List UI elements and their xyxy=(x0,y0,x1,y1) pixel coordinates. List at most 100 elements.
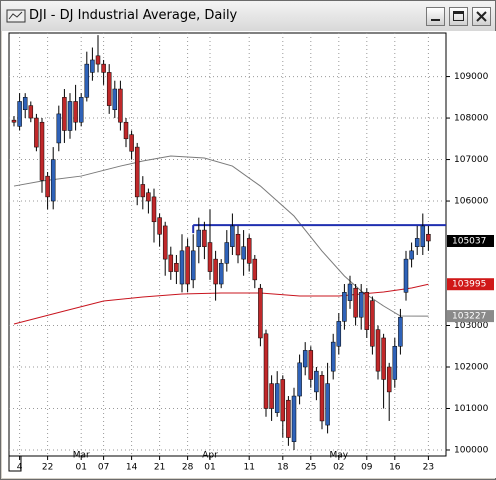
candle-body xyxy=(50,159,56,202)
candle-body xyxy=(302,350,308,368)
x-tick-label: 16 xyxy=(389,463,401,473)
candle-body xyxy=(392,346,398,380)
price-label: 103227 xyxy=(452,312,486,322)
candle-body xyxy=(347,283,353,301)
x-tick-label: 22 xyxy=(42,463,53,473)
candle-body xyxy=(364,292,370,330)
candle-body xyxy=(235,233,241,256)
candle-body xyxy=(174,263,179,272)
candle-body xyxy=(330,341,336,372)
price-label: 105037 xyxy=(452,236,486,246)
candle-body xyxy=(207,242,213,272)
candle-body xyxy=(157,217,162,235)
candle-body xyxy=(118,88,123,123)
candle-body xyxy=(263,333,269,409)
candle-body xyxy=(314,370,319,393)
candle-body xyxy=(403,258,409,293)
price-label-box xyxy=(447,310,494,323)
candle-body xyxy=(291,395,297,442)
month-label: Mar xyxy=(73,451,90,461)
maximize-button[interactable] xyxy=(449,7,468,26)
candle-body xyxy=(358,292,364,318)
candle-body xyxy=(274,383,280,413)
candle-body xyxy=(101,63,106,73)
candle-body xyxy=(39,121,45,181)
candle-body xyxy=(28,105,34,119)
y-tick-label: 107000 xyxy=(454,155,489,165)
month-label: May xyxy=(329,451,348,461)
candle-body xyxy=(258,287,263,339)
y-tick-label: 100000 xyxy=(454,445,489,455)
candle-body xyxy=(224,242,230,264)
x-tick-label: 14 xyxy=(126,463,138,473)
moving-average xyxy=(13,283,429,325)
candle-body xyxy=(168,254,174,272)
x-tick-label: 07 xyxy=(98,463,109,473)
x-tick-label: 28 xyxy=(182,463,194,473)
candle-body xyxy=(112,88,118,111)
candle-body xyxy=(146,192,151,202)
y-tick-label: 103000 xyxy=(454,321,489,331)
candle-body xyxy=(196,229,202,247)
candle-body xyxy=(230,225,235,247)
x-tick-label: 11 xyxy=(243,463,254,473)
scroll-marker[interactable] xyxy=(8,455,22,472)
y-tick-label: 101000 xyxy=(454,404,489,414)
candle-body xyxy=(241,246,246,260)
y-tick-label: 106000 xyxy=(454,197,489,207)
candle-body xyxy=(202,229,207,247)
price-label-box xyxy=(447,278,494,291)
candle-body xyxy=(375,329,381,372)
x-tick-label: 21 xyxy=(154,463,165,473)
candle-body xyxy=(129,134,134,152)
minimize-button[interactable] xyxy=(426,7,445,26)
chart: 100000 101000 102000 103000 106000 107000 1080… xyxy=(2,31,496,478)
candle-body xyxy=(45,175,50,198)
price-label: 103995 xyxy=(452,280,486,290)
candle-body xyxy=(78,97,84,123)
month-label: Apr xyxy=(202,451,218,461)
candle-body xyxy=(123,121,129,140)
price-label-box xyxy=(447,234,494,247)
candle-body xyxy=(297,362,302,397)
candle-body xyxy=(140,184,146,198)
candle-body xyxy=(414,238,420,247)
candle-body xyxy=(252,258,258,281)
candle-body xyxy=(185,246,190,285)
candle-body xyxy=(134,146,140,198)
x-tick-label: 09 xyxy=(361,463,373,473)
candle-body xyxy=(280,379,286,422)
candle-body xyxy=(67,101,73,131)
candle-body xyxy=(84,63,90,98)
candle-body xyxy=(73,101,78,123)
close-button[interactable] xyxy=(472,7,491,26)
candle-body xyxy=(398,316,403,347)
candle-body xyxy=(218,263,224,285)
candle-body xyxy=(11,119,17,123)
candle-body xyxy=(342,292,347,322)
title-bar: DJI - DJ Industrial Average, Daily xyxy=(1,1,495,31)
candle-body xyxy=(62,97,67,131)
candle-body xyxy=(426,233,431,242)
candle-body xyxy=(269,383,274,409)
y-tick-label: 102000 xyxy=(454,363,489,373)
candle-body xyxy=(286,399,291,438)
window-title: DJI - DJ Industrial Average, Daily xyxy=(29,8,238,23)
candle-body xyxy=(336,321,342,347)
x-tick-label: 18 xyxy=(277,463,289,473)
candle-body xyxy=(381,337,386,380)
app-icon xyxy=(6,9,26,23)
x-tick-label: 23 xyxy=(423,463,434,473)
candle-body xyxy=(22,97,28,111)
candle-body xyxy=(179,250,185,285)
x-tick-label: 01 xyxy=(75,463,86,473)
x-tick-label: 01 xyxy=(204,463,215,473)
y-tick-label: 109000 xyxy=(454,72,489,82)
x-tick-label: 4 xyxy=(17,463,23,473)
plot-frame xyxy=(8,32,447,457)
candle-body xyxy=(95,55,101,65)
candle-body xyxy=(213,258,218,285)
candle-body xyxy=(325,383,330,426)
candle-body xyxy=(162,225,168,260)
